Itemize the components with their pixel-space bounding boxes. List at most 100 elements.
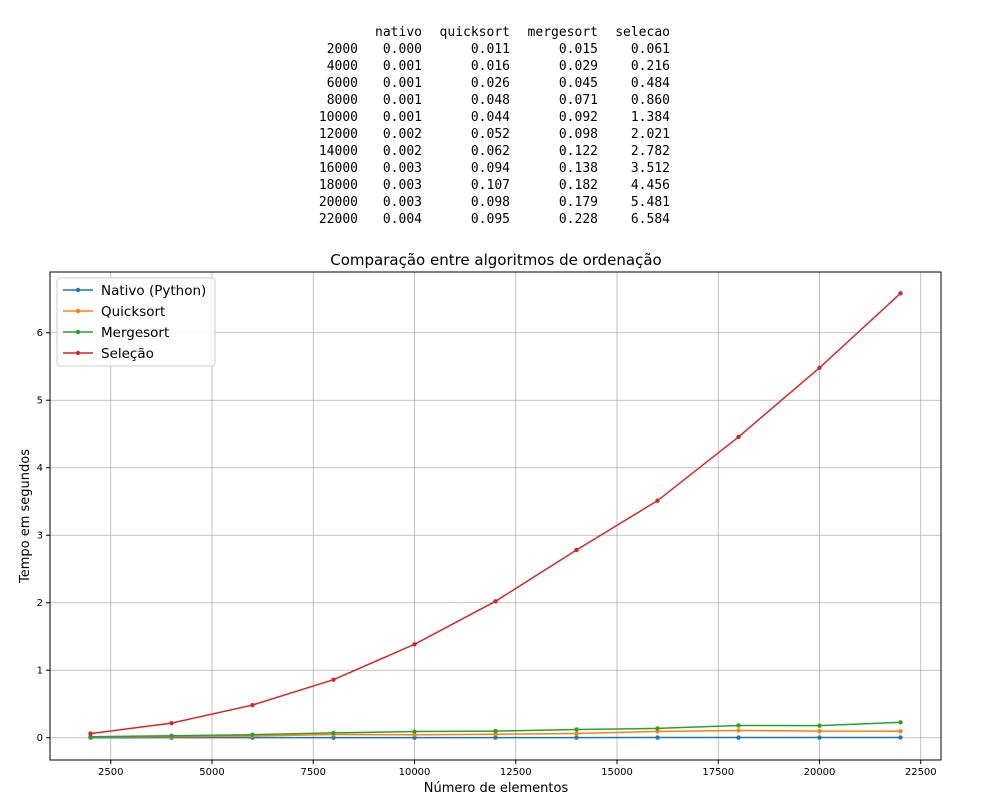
legend: Nativo (Python) Quicksort Mergesort Seleção: [56, 277, 216, 367]
table-cell: 0.003: [382, 195, 422, 210]
table-cell: 0.061: [630, 42, 670, 57]
table-cell: 0.016: [470, 59, 510, 74]
data-point: [331, 730, 336, 736]
table-row-index: 18000: [318, 178, 358, 193]
series-lines: [88, 291, 903, 740]
table-cell: 6.584: [630, 212, 670, 227]
table-cell: 0.092: [558, 110, 598, 125]
table-cell: 0.484: [630, 76, 670, 91]
table-cell: 0.098: [558, 127, 598, 142]
table-cell: 0.000: [382, 42, 422, 57]
data-point: [574, 731, 579, 736]
y-tick-label: 0: [37, 733, 43, 744]
table-cell: 0.003: [382, 161, 422, 176]
data-point: [574, 735, 579, 740]
x-tick-label: 20000: [804, 767, 836, 778]
table-column-header: selecao: [615, 25, 670, 40]
data-point: [493, 599, 498, 604]
data-point: [493, 735, 498, 740]
legend-marker: [75, 329, 81, 335]
table-cell: 0.138: [558, 161, 598, 176]
table-row-index: 20000: [318, 195, 358, 210]
data-point: [250, 732, 255, 737]
data-point: [898, 720, 903, 725]
table-cell: 0.122: [558, 144, 598, 159]
table-cell: 1.384: [630, 110, 670, 125]
table-cell: 0.045: [558, 76, 598, 91]
table-cell: 0.095: [470, 212, 510, 227]
table-column-header: quicksort: [439, 25, 510, 40]
table-row-index: 2000: [326, 42, 358, 57]
table-cell: 0.044: [470, 110, 510, 125]
table-cell: 0.094: [470, 161, 510, 176]
y-tick-label: 4: [37, 463, 43, 474]
chart-title: Comparação entre algoritmos de ordenação: [330, 251, 661, 269]
table-cell: 0.002: [382, 144, 422, 159]
table-cell: 0.015: [558, 42, 598, 57]
table-row-index: 12000: [318, 127, 358, 142]
data-point: [817, 728, 822, 734]
table-cell: 0.098: [470, 195, 510, 210]
data-point: [169, 720, 174, 726]
data-point: [655, 726, 660, 731]
table-cell: 0.011: [470, 42, 510, 57]
data-point: [88, 731, 93, 736]
table-cell: 3.512: [630, 161, 670, 176]
table-cell: 0.001: [382, 110, 422, 125]
table-cell: 0.001: [382, 76, 422, 91]
x-tick-label: 5000: [199, 767, 224, 778]
table-cell: 0.004: [382, 212, 422, 227]
x-tick-label: 7500: [301, 767, 326, 778]
y-tick-label: 6: [37, 328, 43, 339]
data-point: [898, 735, 903, 740]
data-point: [736, 728, 741, 733]
data-point: [817, 735, 822, 740]
table-cell: 2.782: [630, 144, 670, 159]
legend-label: Mergesort: [101, 325, 169, 341]
table-cell: 4.456: [630, 178, 670, 193]
table-cell: 5.481: [630, 195, 670, 210]
table-cell: 0.048: [470, 93, 510, 108]
data-point: [574, 727, 579, 732]
data-point: [736, 434, 741, 440]
table-row-index: 16000: [318, 161, 358, 176]
table-cell: 0.860: [630, 93, 670, 108]
table-cell: 0.071: [558, 93, 598, 108]
table-row-index: 22000: [318, 212, 358, 227]
data-point: [412, 642, 417, 647]
table-row-index: 8000: [326, 93, 358, 108]
table-column-header: nativo: [375, 25, 422, 40]
data-point: [574, 547, 579, 553]
table-column-header: mergesort: [527, 25, 598, 40]
legend-label: Quicksort: [101, 304, 165, 320]
data-point: [331, 677, 336, 682]
table-cell: 0.002: [382, 127, 422, 142]
table-cell: 0.026: [470, 76, 510, 91]
table-row-index: 4000: [326, 59, 358, 74]
legend-marker: [75, 287, 81, 293]
data-point: [169, 733, 174, 738]
legend-box: [56, 277, 216, 367]
data-point: [898, 291, 903, 296]
data-point: [655, 498, 660, 503]
legend-label: Seleção: [101, 346, 154, 362]
data-point: [88, 734, 93, 739]
table-row-index: 6000: [326, 76, 358, 91]
x-tick-label: 12500: [500, 767, 532, 778]
table-cell: 0.052: [470, 127, 510, 142]
y-tick-label: 2: [37, 598, 43, 609]
table-cell: 0.003: [382, 178, 422, 193]
data-point: [817, 365, 822, 370]
table-cell: 0.062: [470, 144, 510, 159]
x-tick-label: 22500: [905, 767, 937, 778]
table-row-index: 14000: [318, 144, 358, 159]
data-point: [493, 728, 498, 734]
data-point: [817, 723, 822, 728]
table-cell: 0.216: [630, 59, 670, 74]
plot-area-frame: [49, 271, 942, 761]
x-axis-label: Número de elementos: [424, 781, 569, 796]
data-point: [655, 735, 660, 740]
data-point: [898, 729, 903, 734]
data-point: [412, 729, 417, 734]
